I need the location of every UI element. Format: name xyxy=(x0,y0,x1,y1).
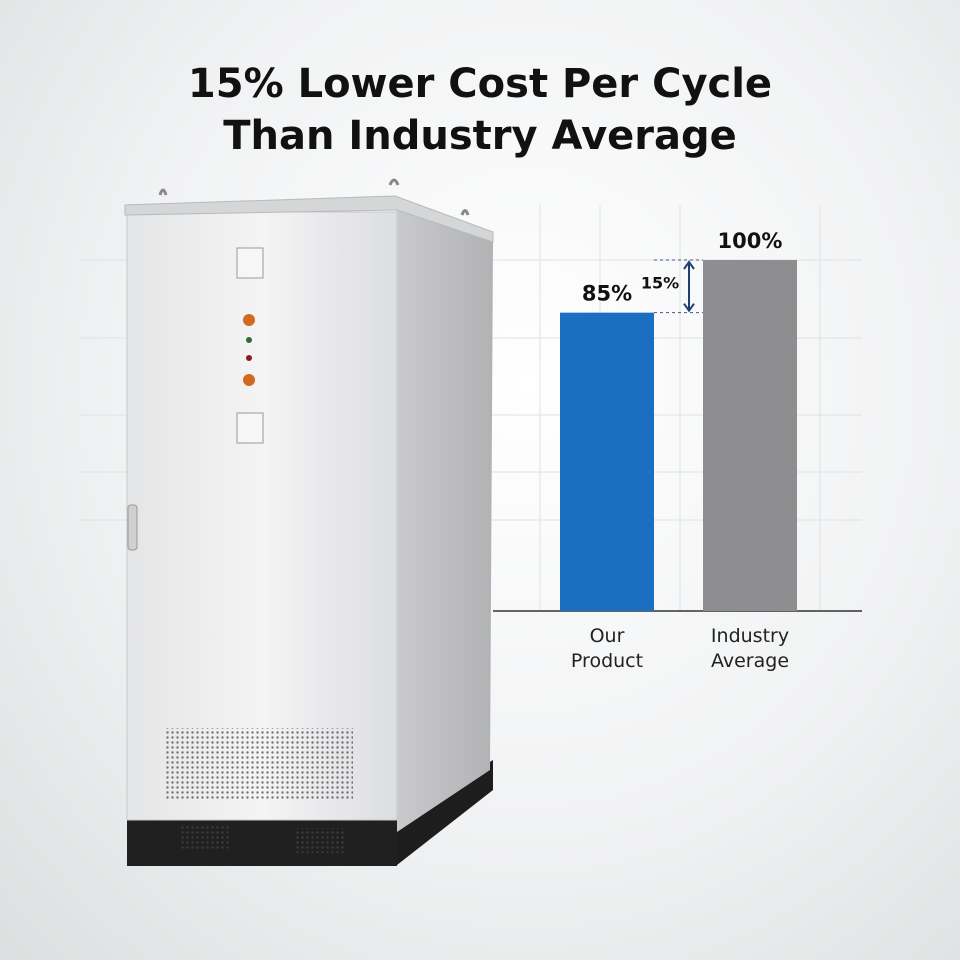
arrow-head xyxy=(683,260,695,270)
cabinet xyxy=(124,178,494,866)
value-label: 85% xyxy=(582,282,632,306)
bar xyxy=(560,312,654,611)
bar xyxy=(703,260,797,611)
arrow-head xyxy=(683,303,695,313)
x-tick-label: Our Product xyxy=(570,625,644,672)
value-label: 100% xyxy=(718,229,783,253)
annotation: 15% xyxy=(641,273,679,292)
chart-title: 15% Lower Cost Per Cycle Than Industry A… xyxy=(187,61,773,159)
x-tick-label: Industry Average xyxy=(710,625,790,672)
